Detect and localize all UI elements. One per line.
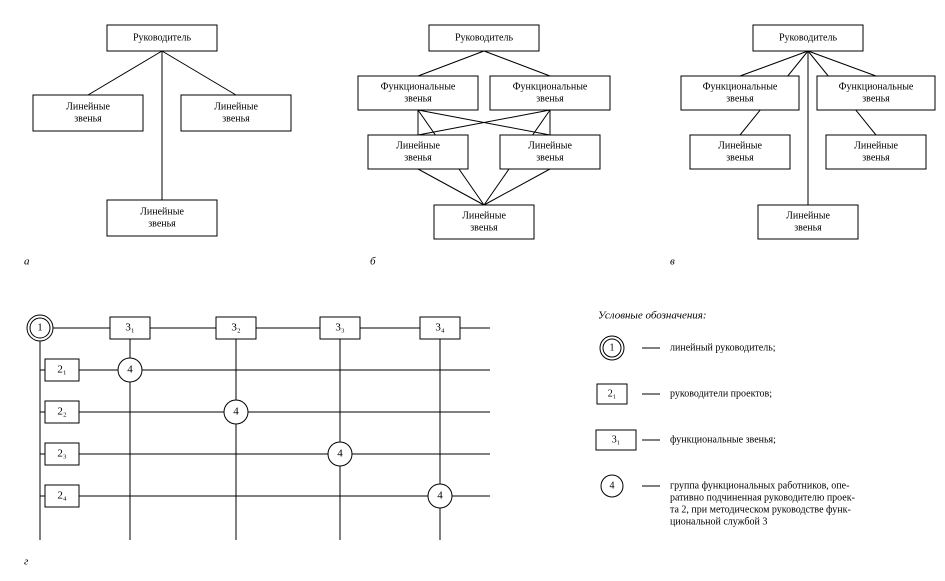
matrix-row-box-1: 2₁ (45, 359, 79, 381)
diagram-b-node-root: Руководитель (429, 25, 539, 51)
svg-text:Линейные: Линейные (854, 140, 898, 151)
svg-text:3₂: 3₂ (231, 322, 241, 334)
diagram-c-node-f2: Функциональныезвенья (817, 76, 935, 110)
legend-item-4: 4 группа функциональных работников, опе-р… (601, 475, 855, 527)
svg-text:Линейные: Линейные (140, 206, 184, 217)
svg-text:4: 4 (337, 448, 343, 460)
svg-text:2₁: 2₁ (608, 388, 617, 399)
svg-text:та 2, при методическом руковод: та 2, при методическом руководстве функ- (670, 504, 851, 515)
diagram-b-node-l2: Линейныезвенья (500, 135, 600, 169)
svg-text:3₁: 3₁ (125, 322, 135, 334)
svg-text:звенья: звенья (404, 93, 432, 104)
svg-text:звенья: звенья (470, 222, 498, 233)
svg-text:звенья: звенья (726, 152, 754, 163)
svg-text:звенья: звенья (536, 93, 564, 104)
legend-item-3: 3₁ функциональные звенья; (596, 430, 776, 450)
svg-text:1: 1 (610, 342, 615, 353)
diagram-b-edges (418, 51, 550, 205)
matrix-circle4-1: 4 (118, 358, 142, 382)
svg-text:а: а (24, 256, 30, 268)
svg-text:звенья: звенья (862, 93, 890, 104)
diagram-c-node-root: Руководитель (753, 25, 863, 51)
svg-text:звенья: звенья (794, 222, 822, 233)
matrix-row-box-3: 2₃ (45, 443, 79, 465)
svg-text:4: 4 (233, 406, 239, 418)
svg-text:циональной службой 3: циональной службой 3 (670, 516, 767, 527)
svg-text:Линейные: Линейные (786, 210, 830, 221)
diagram-a-node-l1: Линейныезвенья (33, 95, 143, 131)
svg-text:Функциональные: Функциональные (381, 81, 456, 92)
svg-text:4: 4 (437, 490, 443, 502)
svg-text:2₄: 2₄ (57, 490, 67, 502)
svg-text:Линейные: Линейные (214, 101, 258, 112)
diagram-b-node-f1: Функциональныезвенья (358, 76, 478, 110)
matrix-col-box-1: 3₁ (110, 317, 150, 339)
diagram-a: РуководительЛинейныезвеньяЛинейныезвенья… (24, 25, 291, 268)
svg-text:звенья: звенья (74, 113, 102, 124)
matrix-col-box-3: 3₃ (320, 317, 360, 339)
svg-text:Функциональные: Функциональные (703, 81, 778, 92)
svg-text:звенья: звенья (222, 113, 250, 124)
diagram-b-node-f2: Функциональныезвенья (490, 76, 610, 110)
svg-text:звенья: звенья (148, 218, 176, 229)
diagram-c-node-l1: Линейныезвенья (690, 135, 790, 169)
matrix-circle4-3: 4 (328, 442, 352, 466)
svg-text:Функциональные: Функциональные (839, 81, 914, 92)
svg-text:б: б (370, 256, 376, 268)
svg-text:звенья: звенья (404, 152, 432, 163)
matrix-node-1: 1 (27, 315, 53, 341)
diagram-c-node-l2: Линейныезвенья (826, 135, 926, 169)
legend-item-1: 1 линейный руководитель; (600, 336, 776, 360)
svg-text:ративно подчиненная руководите: ративно подчиненная руководителю проек- (670, 492, 855, 503)
svg-text:Линейные: Линейные (528, 140, 572, 151)
diagram-c-edges (740, 51, 876, 205)
legend: Условные обозначения: 1 линейный руководит… (596, 310, 855, 528)
diagram-c-node-f1: Функциональныезвенья (681, 76, 799, 110)
matrix-col-box-2: 3₂ (216, 317, 256, 339)
diagram-a-node-l2: Линейныезвенья (181, 95, 291, 131)
svg-text:г: г (24, 556, 29, 568)
svg-text:1: 1 (37, 322, 43, 334)
matrix-row-box-2: 2₂ (45, 401, 79, 423)
svg-text:2₁: 2₁ (57, 364, 67, 376)
diagram-g: 3₁ 3₂ 3₃ 3₄ 2₁ 2₂ 2₃ 2₄ 4 4 4 4 1 г (24, 315, 490, 568)
svg-text:звенья: звенья (726, 93, 754, 104)
svg-text:группа функциональных работник: группа функциональных работников, опе- (670, 480, 849, 491)
svg-text:2₂: 2₂ (57, 406, 67, 418)
svg-text:4: 4 (610, 480, 615, 491)
svg-text:руководители проектов;: руководители проектов; (670, 388, 772, 399)
svg-text:Руководитель: Руководитель (133, 32, 192, 43)
svg-text:линейный руководитель;: линейный руководитель; (670, 342, 776, 353)
matrix-circle4-2: 4 (224, 400, 248, 424)
svg-text:3₃: 3₃ (335, 322, 345, 334)
svg-text:3₄: 3₄ (435, 322, 445, 334)
diagram-a-node-root: Руководитель (107, 25, 217, 51)
svg-text:Функциональные: Функциональные (513, 81, 588, 92)
svg-text:Линейные: Линейные (718, 140, 762, 151)
svg-text:4: 4 (127, 364, 133, 376)
svg-text:Руководитель: Руководитель (779, 32, 838, 43)
svg-text:функциональные звенья;: функциональные звенья; (670, 434, 776, 445)
svg-text:Линейные: Линейные (462, 210, 506, 221)
svg-text:Руководитель: Руководитель (455, 32, 514, 43)
matrix-col-box-4: 3₄ (420, 317, 460, 339)
diagram-b: РуководительФункциональныезвеньяФункцион… (358, 25, 610, 268)
diagram-b-node-l1: Линейныезвенья (368, 135, 468, 169)
matrix-circle4-4: 4 (428, 484, 452, 508)
svg-text:2₃: 2₃ (57, 448, 67, 460)
svg-text:3₁: 3₁ (612, 434, 621, 445)
svg-text:Линейные: Линейные (396, 140, 440, 151)
legend-item-2: 2₁ руководители проектов; (597, 384, 772, 404)
svg-text:Условные обозначения:: Условные обозначения: (598, 310, 707, 322)
diagram-b-node-l3: Линейныезвенья (434, 205, 534, 239)
svg-text:Линейные: Линейные (66, 101, 110, 112)
svg-text:звенья: звенья (862, 152, 890, 163)
matrix-grid (40, 328, 490, 540)
diagram-a-node-l3: Линейныезвенья (107, 200, 217, 236)
diagram-c-node-l3: Линейныезвенья (758, 205, 858, 239)
matrix-row-box-4: 2₄ (45, 485, 79, 507)
svg-text:звенья: звенья (536, 152, 564, 163)
svg-text:в: в (670, 256, 675, 268)
diagram-c: РуководительФункциональныезвеньяФункцион… (670, 25, 935, 268)
